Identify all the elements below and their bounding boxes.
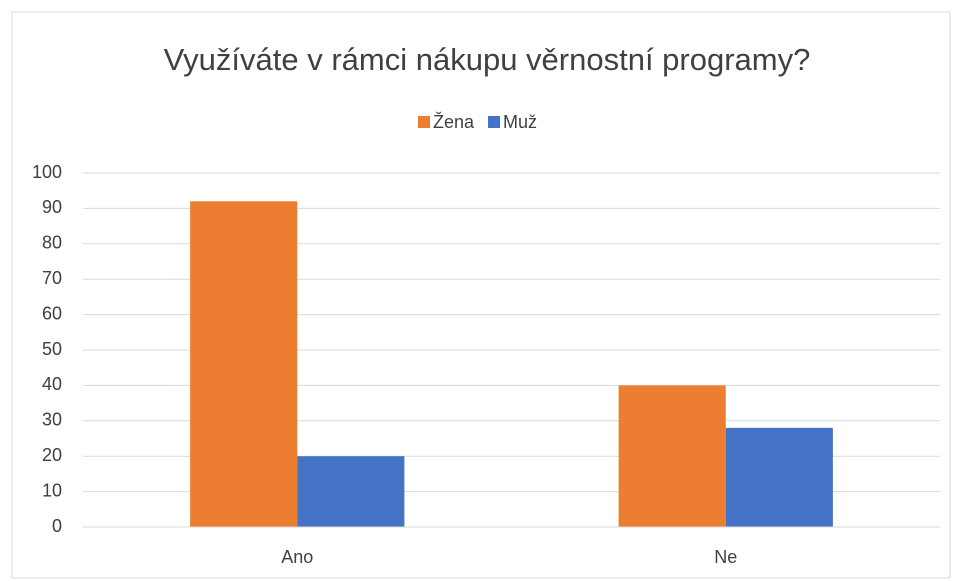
y-tick-label: 10 — [42, 480, 62, 500]
x-tick-label: Ne — [714, 547, 737, 567]
legend-label: Žena — [433, 112, 475, 132]
bar — [297, 456, 405, 527]
bar — [725, 427, 833, 527]
legend-label: Muž — [503, 112, 537, 132]
legend-swatch — [418, 116, 430, 128]
y-tick-label: 20 — [42, 445, 62, 465]
legend-swatch — [488, 116, 501, 128]
bar — [190, 201, 298, 527]
x-tick-label: Ano — [281, 547, 313, 567]
y-tick-label: 40 — [42, 374, 62, 394]
y-tick-label: 0 — [52, 516, 62, 536]
y-tick-label: 100 — [32, 162, 62, 182]
y-tick-label: 80 — [42, 233, 62, 253]
bar — [618, 385, 726, 527]
y-tick-label: 60 — [42, 303, 62, 323]
y-tick-label: 30 — [42, 410, 62, 430]
y-tick-label: 90 — [42, 197, 62, 217]
y-tick-label: 70 — [42, 268, 62, 288]
y-tick-label: 50 — [42, 339, 62, 359]
chart-title: Využíváte v rámci nákupu věrnostní progr… — [164, 42, 811, 77]
